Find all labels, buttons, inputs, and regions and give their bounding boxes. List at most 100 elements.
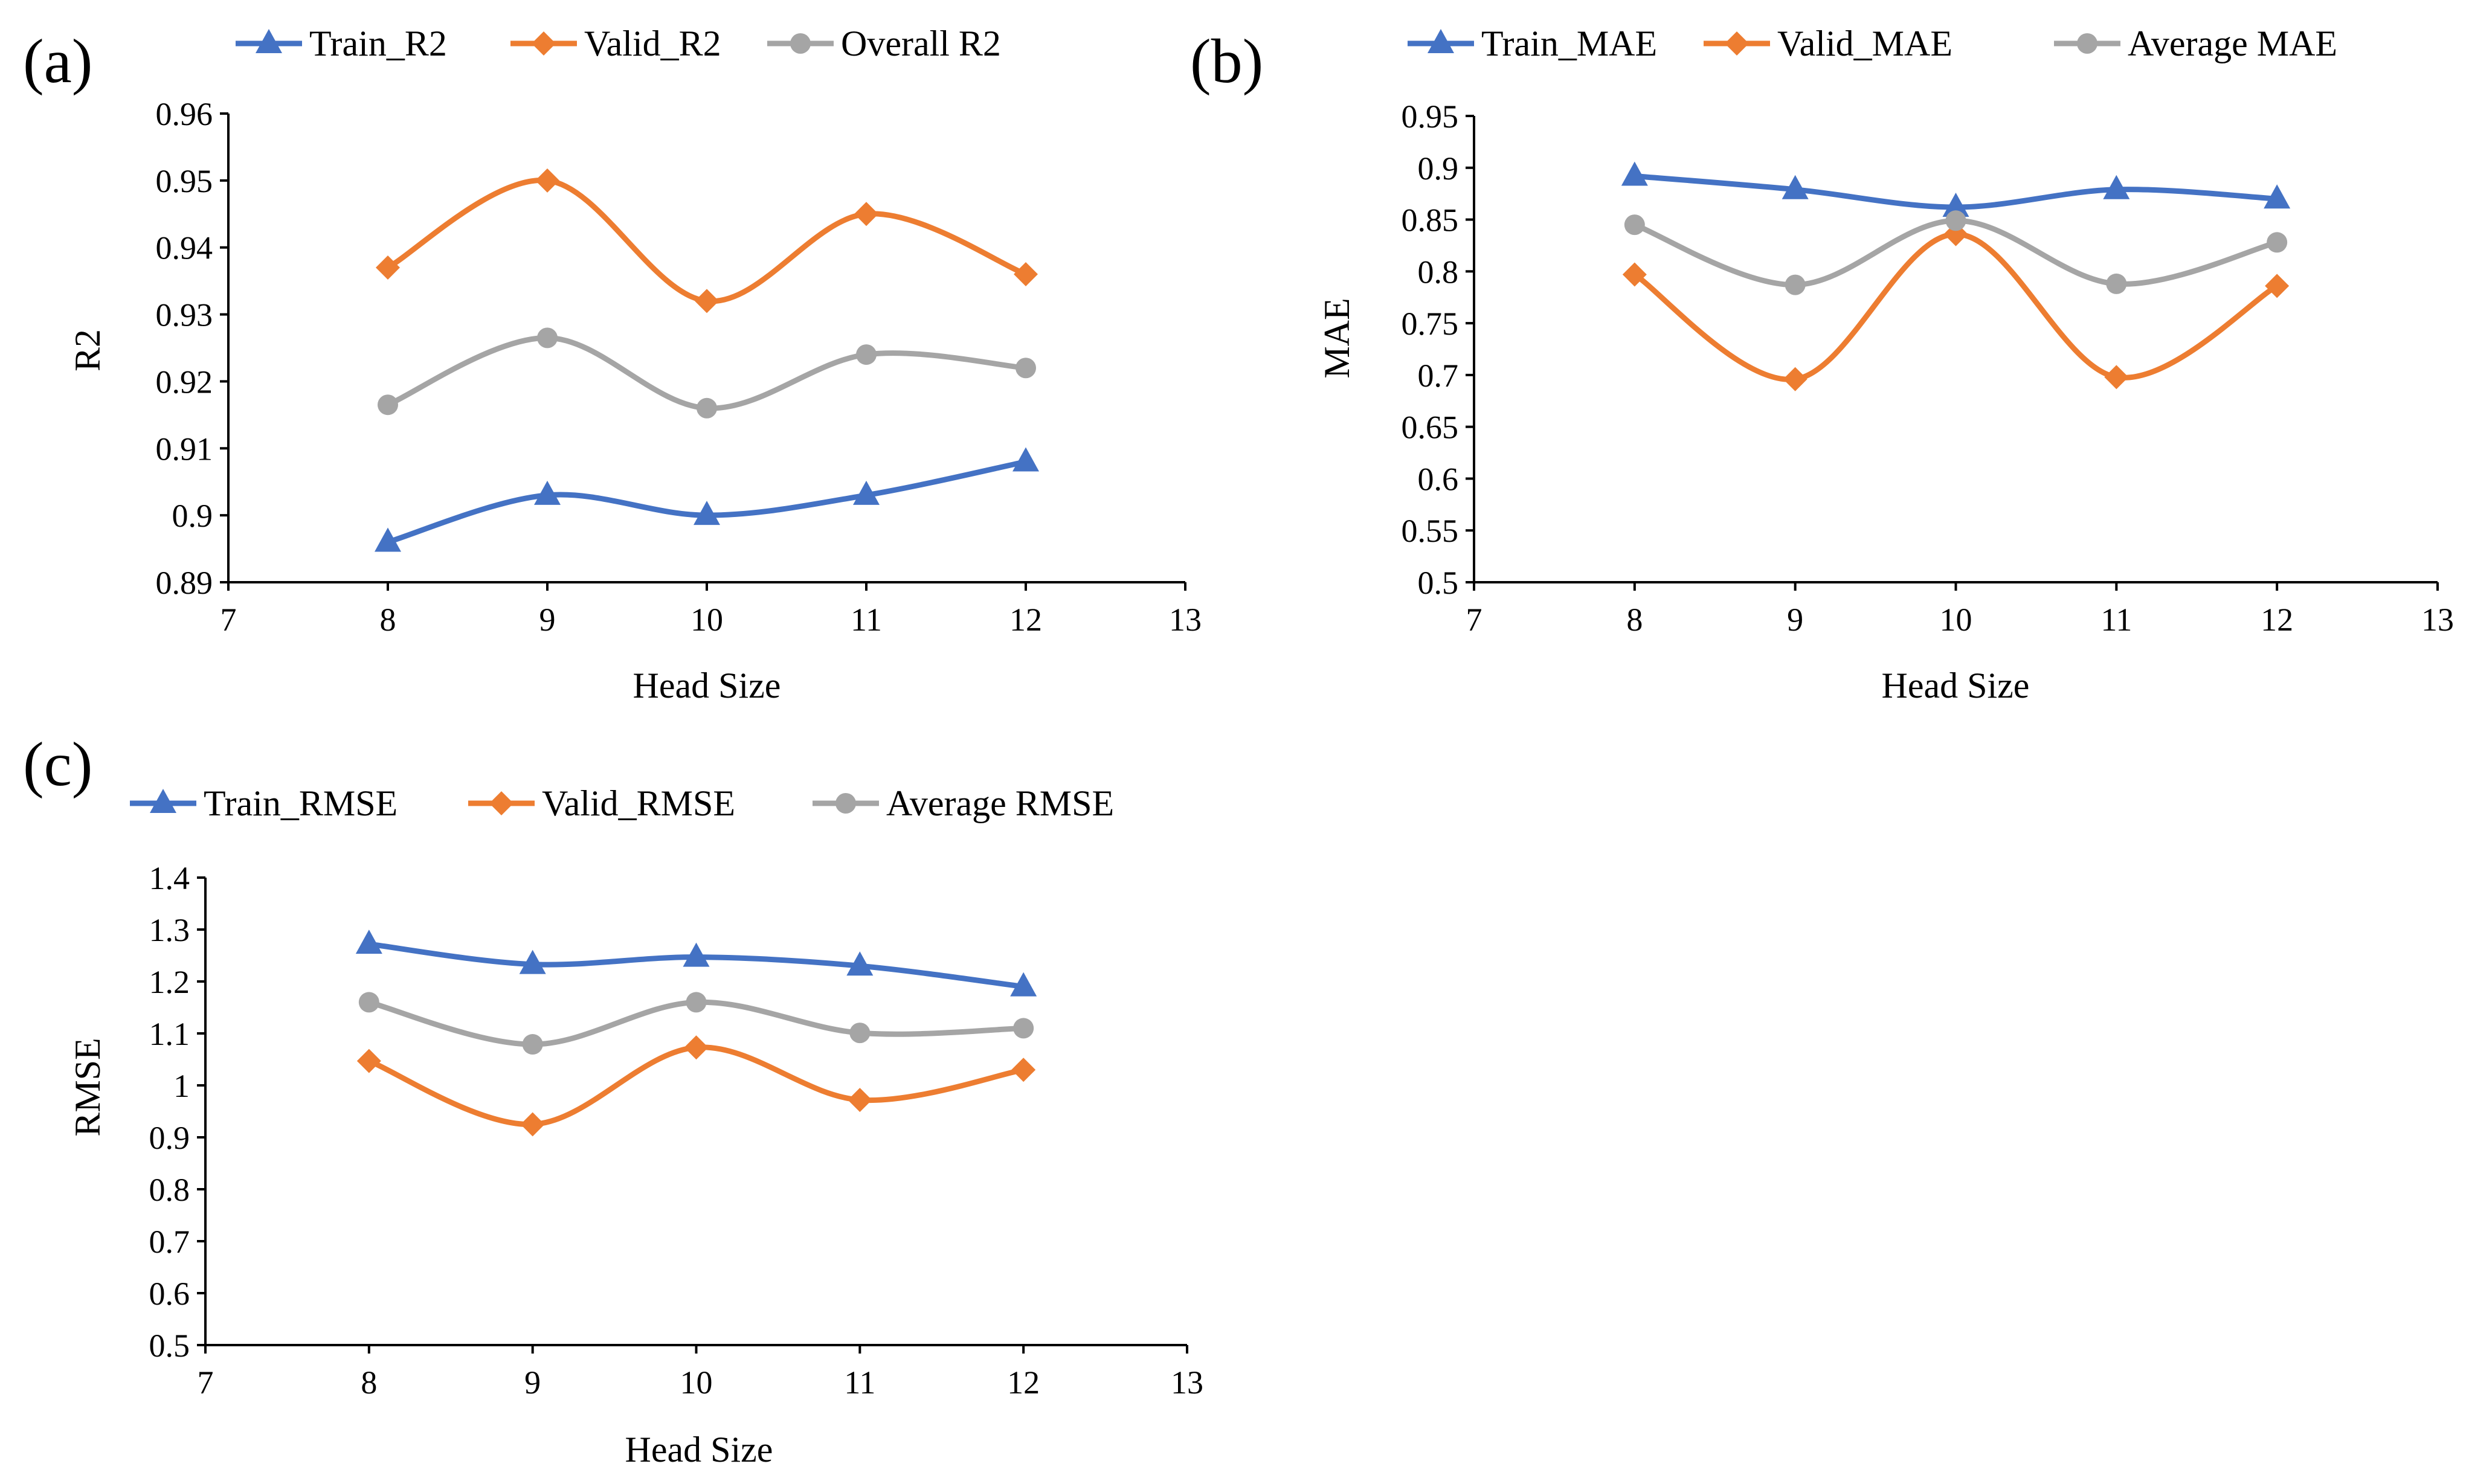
- series-train-mae: [1621, 161, 2291, 217]
- y-tick-label: 1.2: [149, 964, 190, 1000]
- data-point-triangle: [1010, 972, 1037, 997]
- y-tick-label: 0.9: [149, 1120, 190, 1156]
- series-valid-mae: [1622, 222, 2290, 391]
- x-tick-label: 8: [361, 1364, 377, 1401]
- axes: 0.89 0.9 0.91 0.92 0.93 0.94 0.95 0.96 7 8 9 10 11 12…: [156, 96, 1202, 638]
- y-tick-label: 0.65: [1402, 410, 1459, 446]
- x-tick-label: 9: [1787, 602, 1803, 638]
- y-tick-label: 0.9: [1418, 150, 1459, 187]
- legend-entry: Average MAE: [2054, 24, 2337, 63]
- panel-label: (b): [1190, 27, 1263, 96]
- y-tick-label: 0.96: [156, 96, 213, 132]
- data-point-circle: [849, 1023, 871, 1044]
- x-tick-label: 10: [690, 602, 723, 638]
- data-point-triangle: [375, 527, 401, 552]
- y-tick-label: 0.75: [1402, 306, 1459, 342]
- legend-entry: Train_MAE: [1408, 24, 1657, 63]
- data-point-diamond: [1011, 1058, 1036, 1082]
- x-axis-title: Head Size: [633, 666, 781, 705]
- data-point-triangle: [1621, 161, 1648, 186]
- y-tick-label: 0.91: [156, 431, 213, 467]
- legend-entry: Average RMSE: [813, 783, 1114, 823]
- data-point-diamond: [854, 202, 878, 226]
- data-point-triangle: [694, 501, 720, 525]
- y-tick-label: 0.7: [1418, 358, 1459, 394]
- x-tick-label: 7: [1466, 602, 1482, 638]
- data-point-diamond: [695, 289, 719, 313]
- legend-marker-circle: [2077, 33, 2097, 54]
- y-tick-label: 0.9: [172, 498, 213, 534]
- y-axis-title: MAE: [1317, 298, 1357, 378]
- x-tick-label: 11: [844, 1364, 875, 1401]
- x-axis-title: Head Size: [625, 1430, 773, 1470]
- data-point-circle: [697, 397, 717, 419]
- legend-label: Valid_R2: [584, 24, 721, 63]
- y-tick-label: 0.95: [1402, 98, 1459, 135]
- series-line: [1632, 231, 2280, 382]
- axes: 0.5 0.6 0.7 0.8 0.9 1 1.1 1.2 1.3 1.4 7 8 9 10 11 12 13: [149, 860, 1204, 1401]
- series-valid-r2: [376, 168, 1038, 313]
- legend-marker-diamond: [532, 31, 556, 56]
- legend-marker-circle: [835, 793, 856, 814]
- y-tick-label: 0.85: [1402, 202, 1459, 239]
- data-point-circle: [1945, 210, 1966, 231]
- legend-marker-triangle: [256, 29, 282, 53]
- data-point-diamond: [1622, 262, 1647, 287]
- series-average-rmse: [358, 992, 1034, 1055]
- data-point-triangle: [2103, 175, 2130, 199]
- data-point-circle: [378, 394, 398, 416]
- y-axis-title: R2: [68, 329, 108, 371]
- x-tick-label: 10: [680, 1364, 713, 1401]
- data-point-triangle: [1942, 192, 1969, 217]
- panel-a: (a) Train_R2 Valid_R2 Overall R2 0.890.90.…: [23, 24, 1202, 705]
- y-tick-label: 0.89: [156, 565, 213, 601]
- data-point-diamond: [848, 1088, 872, 1113]
- legend-entry: Overall R2: [767, 24, 1001, 63]
- y-tick-label: 0.55: [1402, 513, 1459, 549]
- panel-label: (a): [23, 27, 92, 96]
- x-tick-label: 8: [380, 602, 396, 638]
- data-point-triangle: [355, 930, 382, 954]
- x-tick-label: 13: [2421, 602, 2454, 638]
- series-layer: [375, 168, 1039, 552]
- x-tick-label: 7: [221, 602, 237, 638]
- legend-label: Average RMSE: [886, 783, 1114, 823]
- series-line: [385, 335, 1029, 411]
- data-point-triangle: [683, 942, 710, 967]
- y-tick-label: 0.93: [156, 297, 213, 333]
- y-tick-label: 0.6: [1418, 461, 1459, 497]
- x-axis-title: Head Size: [1882, 666, 2030, 705]
- series-average-mae: [1624, 210, 2288, 295]
- y-tick-label: 0.94: [156, 230, 213, 266]
- y-tick-label: 0.5: [1418, 565, 1459, 601]
- data-point-diamond: [376, 255, 400, 280]
- x-tick-label: 8: [1626, 602, 1643, 638]
- data-point-circle: [537, 327, 558, 349]
- data-point-triangle: [853, 480, 880, 505]
- x-tick-label: 12: [2261, 602, 2293, 638]
- series-overall-r2: [378, 327, 1036, 419]
- data-point-diamond: [684, 1035, 709, 1060]
- data-point-diamond: [356, 1049, 381, 1073]
- data-point-diamond: [1783, 367, 1807, 391]
- data-point-circle: [1785, 274, 1806, 295]
- series-valid-rmse: [356, 1035, 1036, 1137]
- series-train-rmse: [355, 930, 1037, 997]
- data-point-circle: [856, 344, 877, 365]
- data-point-circle: [522, 1034, 543, 1055]
- data-point-triangle: [846, 951, 874, 976]
- data-point-triangle: [534, 480, 561, 505]
- data-point-diamond: [2265, 274, 2290, 298]
- data-point-circle: [358, 992, 379, 1013]
- data-point-diamond: [535, 168, 559, 193]
- x-tick-label: 11: [851, 602, 882, 638]
- legend: Train_MAE Valid_MAE Average MAE: [1408, 24, 2337, 63]
- x-tick-label: 13: [1169, 602, 1202, 638]
- x-tick-label: 11: [2100, 602, 2132, 638]
- data-point-circle: [686, 992, 707, 1013]
- series-train-r2: [375, 447, 1039, 552]
- legend-entry: Valid_R2: [510, 24, 721, 63]
- y-tick-label: 1: [173, 1068, 190, 1104]
- y-tick-label: 0.95: [156, 163, 213, 199]
